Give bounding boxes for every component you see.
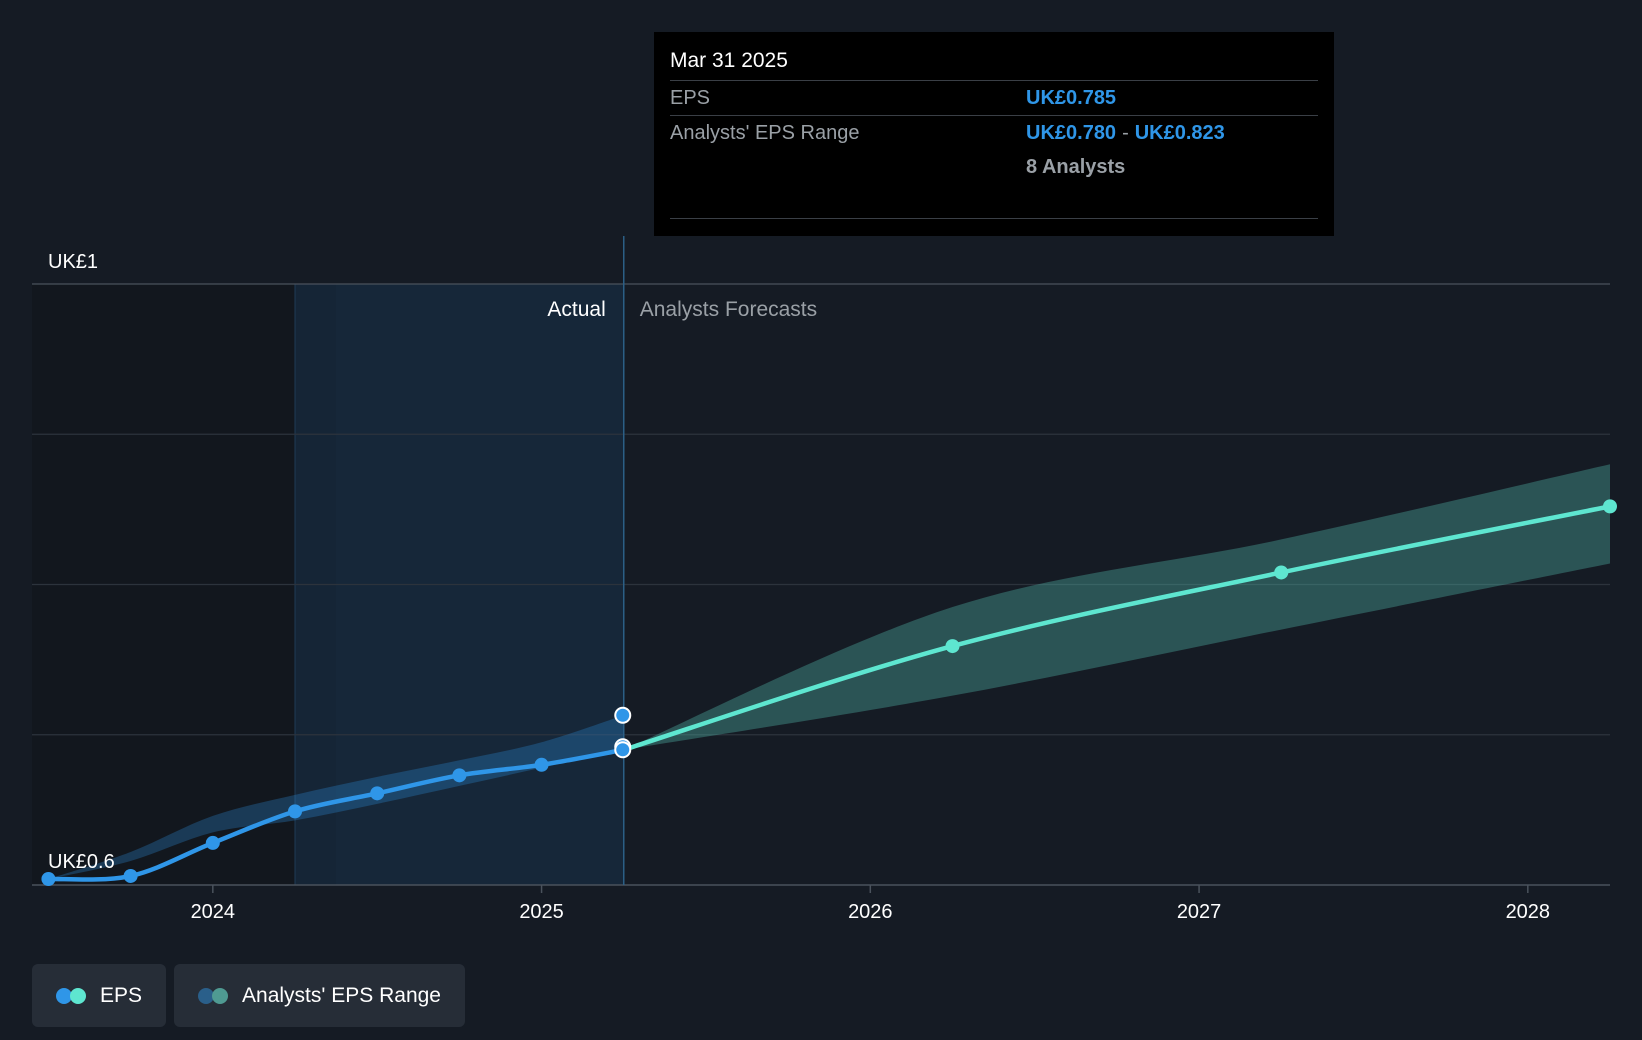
tooltip-range-label: Analysts' EPS Range [670, 121, 860, 144]
eps-swatch-icon [56, 987, 86, 1004]
x-tick-label: 2028 [1506, 901, 1551, 923]
actual-eps-line [46, 747, 626, 882]
x-tick-label: 2027 [1177, 901, 1222, 923]
legend-item-eps-range[interactable]: Analysts' EPS Range [174, 964, 465, 1027]
legend-eps-range-label: Analysts' EPS Range [242, 983, 441, 1007]
legend-range-dot-actual [198, 987, 215, 1004]
actual-eps-point [452, 768, 467, 783]
tooltip-eps-value: UK£0.785 [1026, 86, 1117, 109]
eps-points [41, 499, 1617, 886]
tooltip-date: Mar 31 2025 [670, 46, 1318, 81]
tooltip-range-row: Analysts' EPS Range UK£0.780 - UK£0.823 [670, 116, 1318, 150]
actual-eps-point [288, 804, 302, 819]
highlight-point [614, 741, 632, 759]
legend-item-eps[interactable]: EPS [32, 964, 167, 1027]
legend-eps-label: EPS [100, 983, 143, 1007]
actual-eps-point [123, 868, 138, 883]
actual-eps-point [41, 871, 56, 886]
gridlines [32, 283, 1610, 886]
actual-zone-label: Actual [547, 298, 605, 321]
tooltip-analysts-count: 8 Analysts [1026, 156, 1126, 178]
highlight-point [614, 706, 632, 724]
forecast-eps-point [1603, 499, 1617, 514]
forecast-eps-point [1274, 565, 1289, 580]
x-tick-label: 2026 [848, 901, 893, 923]
actual-eps-point [205, 835, 220, 850]
x-tick-label: 2025 [519, 901, 564, 923]
tooltip-divider [670, 218, 1318, 219]
y-axis-top-label: UK£1 [48, 251, 98, 273]
tooltip-eps-row: EPS UK£0.785 [670, 81, 1318, 116]
y-axis-bottom-label: UK£0.6 [48, 851, 115, 873]
forecast-eps-line [621, 504, 1613, 753]
tooltip-range-high: UK£0.823 [1134, 121, 1225, 144]
actual-eps-point [370, 786, 385, 801]
x-axis-ticks: 2024 2025 2026 2027 2028 [191, 885, 1551, 923]
legend-eps-dot-forecast [70, 987, 86, 1004]
tooltip: Mar 31 2025 EPS UK£0.785 Analysts' EPS R… [654, 32, 1334, 236]
tooltip-range-low: UK£0.780 [1026, 121, 1117, 144]
tooltip-range-separator: - [1122, 121, 1129, 144]
tooltip-eps-label: EPS [670, 86, 711, 109]
actual-range-band [48, 715, 624, 879]
forecast-zone-label: Analysts Forecasts [640, 298, 817, 321]
eps-range-swatch-icon [198, 987, 229, 1004]
legend-eps-dot-actual [56, 987, 72, 1004]
actual-eps-point [534, 757, 549, 772]
forecast-eps-point [945, 639, 960, 654]
eps-lines [46, 504, 1613, 882]
legend-range-dot-forecast [212, 987, 229, 1004]
x-tick-label: 2024 [191, 901, 236, 923]
legend: EPS Analysts' EPS Range [32, 964, 465, 1027]
